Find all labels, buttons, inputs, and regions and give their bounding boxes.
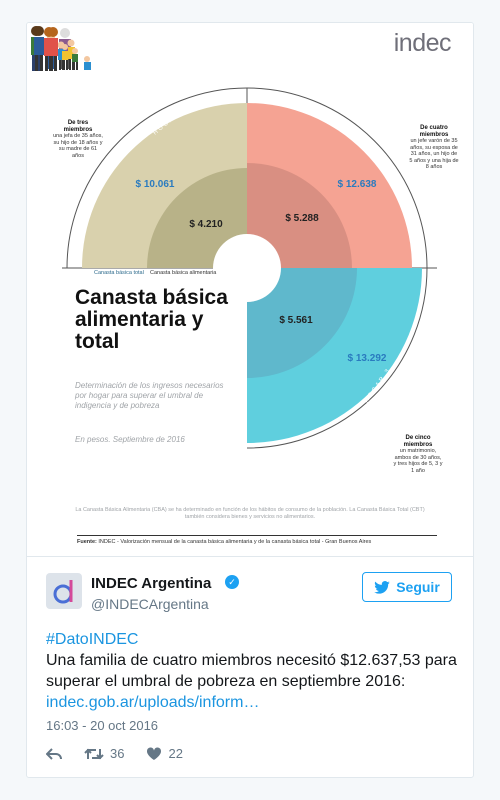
hogar2-total-value: $ 12.638 [338, 179, 377, 190]
verified-badge-icon: ✓ [225, 575, 239, 589]
follow-label: Seguir [396, 579, 440, 595]
tweet-body: #DatoINDEC Una familia de cuatro miembro… [46, 629, 466, 713]
tweet-text: Una familia de cuatro miembros necesitó … [46, 652, 457, 690]
hogar1-food-arc [147, 168, 247, 268]
indec-logo: indec [393, 29, 452, 57]
source-text: INDEC - Valorización mensual de la canas… [98, 539, 372, 545]
hogar2-desc: un jefe varón de 35 años, su esposa de 3… [409, 138, 459, 170]
infographic-title: Canasta básica alimentaria y total [75, 286, 228, 353]
hashtag-link[interactable]: #DatoINDEC [46, 631, 139, 648]
avatar[interactable] [46, 573, 82, 609]
hogar3-heading: De cinco miembros [403, 435, 433, 448]
reply-button[interactable] [46, 747, 62, 761]
hogar1-desc: una jefa de 35 años, su hijo de 18 años … [53, 133, 103, 159]
legend-food: Canasta básica alimentaria [150, 270, 217, 276]
source-label: Fuente: [77, 539, 97, 545]
like-button[interactable]: 22 [146, 746, 183, 761]
infographic-date-note: En pesos. Septiembre de 2016 [75, 435, 185, 444]
retweet-button[interactable]: 36 [84, 746, 124, 761]
hogar1-heading: De tres miembros [63, 120, 93, 133]
hogar2-description: De cuatro miembros un jefe varón de 35 a… [409, 125, 459, 171]
follow-button[interactable]: Seguir [362, 572, 452, 602]
user-name[interactable]: INDEC Argentina [91, 575, 212, 592]
tweet-url-link[interactable]: indec.gob.ar/uploads/inform… [46, 694, 260, 711]
retweet-icon [84, 748, 104, 759]
hogar2-food-value: $ 5.288 [285, 213, 319, 224]
hogar3-food-value: $ 5.561 [279, 315, 313, 326]
hogar3-total-value: $ 13.292 [348, 353, 387, 364]
hogar1-total-value: $ 10.061 [136, 179, 175, 190]
reply-icon [46, 747, 62, 760]
indec-d-logo-icon [53, 580, 73, 604]
hogar3-desc: un matrimonio, ambos de 30 años, y tres … [393, 448, 443, 474]
hogar3-description: De cinco miembros un matrimonio, ambos d… [393, 435, 443, 474]
twitter-bird-icon [374, 580, 391, 594]
heart-icon [147, 746, 162, 760]
family-five-icon [34, 26, 91, 71]
legend-total: Canasta básica total [94, 270, 144, 276]
user-handle[interactable]: @INDECArgentina [91, 596, 209, 612]
tweet-timestamp[interactable]: 16:03 - 20 oct 2016 [46, 718, 159, 733]
infographic-image[interactable]: $ 10.061 $ 4.210 $ 12.638 $ 5.288 $ 5.56… [27, 23, 473, 557]
hogar3-food-arc [247, 268, 357, 378]
semicircle-chart: $ 10.061 $ 4.210 $ 12.638 $ 5.288 $ 5.56… [62, 87, 437, 449]
hogar1-description: De tres miembros una jefa de 35 años, su… [53, 120, 103, 159]
infographic-subtitle: Determinación de los ingresos necesarios… [75, 381, 224, 410]
hogar1-food-value: $ 4.210 [189, 219, 223, 230]
infographic-source: Fuente: INDEC - Valorización mensual de … [77, 535, 437, 545]
infographic-footnote: La Canasta Básica Alimentaria (CBA) se h… [75, 507, 425, 520]
tweet-actions: 36 22 [46, 746, 183, 761]
retweet-count: 36 [110, 746, 125, 761]
tweet-card: $ 10.061 $ 4.210 $ 12.638 $ 5.288 $ 5.56… [26, 22, 474, 778]
hogar2-food-arc [247, 163, 352, 268]
hogar2-heading: De cuatro miembros [419, 125, 449, 138]
like-count: 22 [168, 746, 183, 761]
